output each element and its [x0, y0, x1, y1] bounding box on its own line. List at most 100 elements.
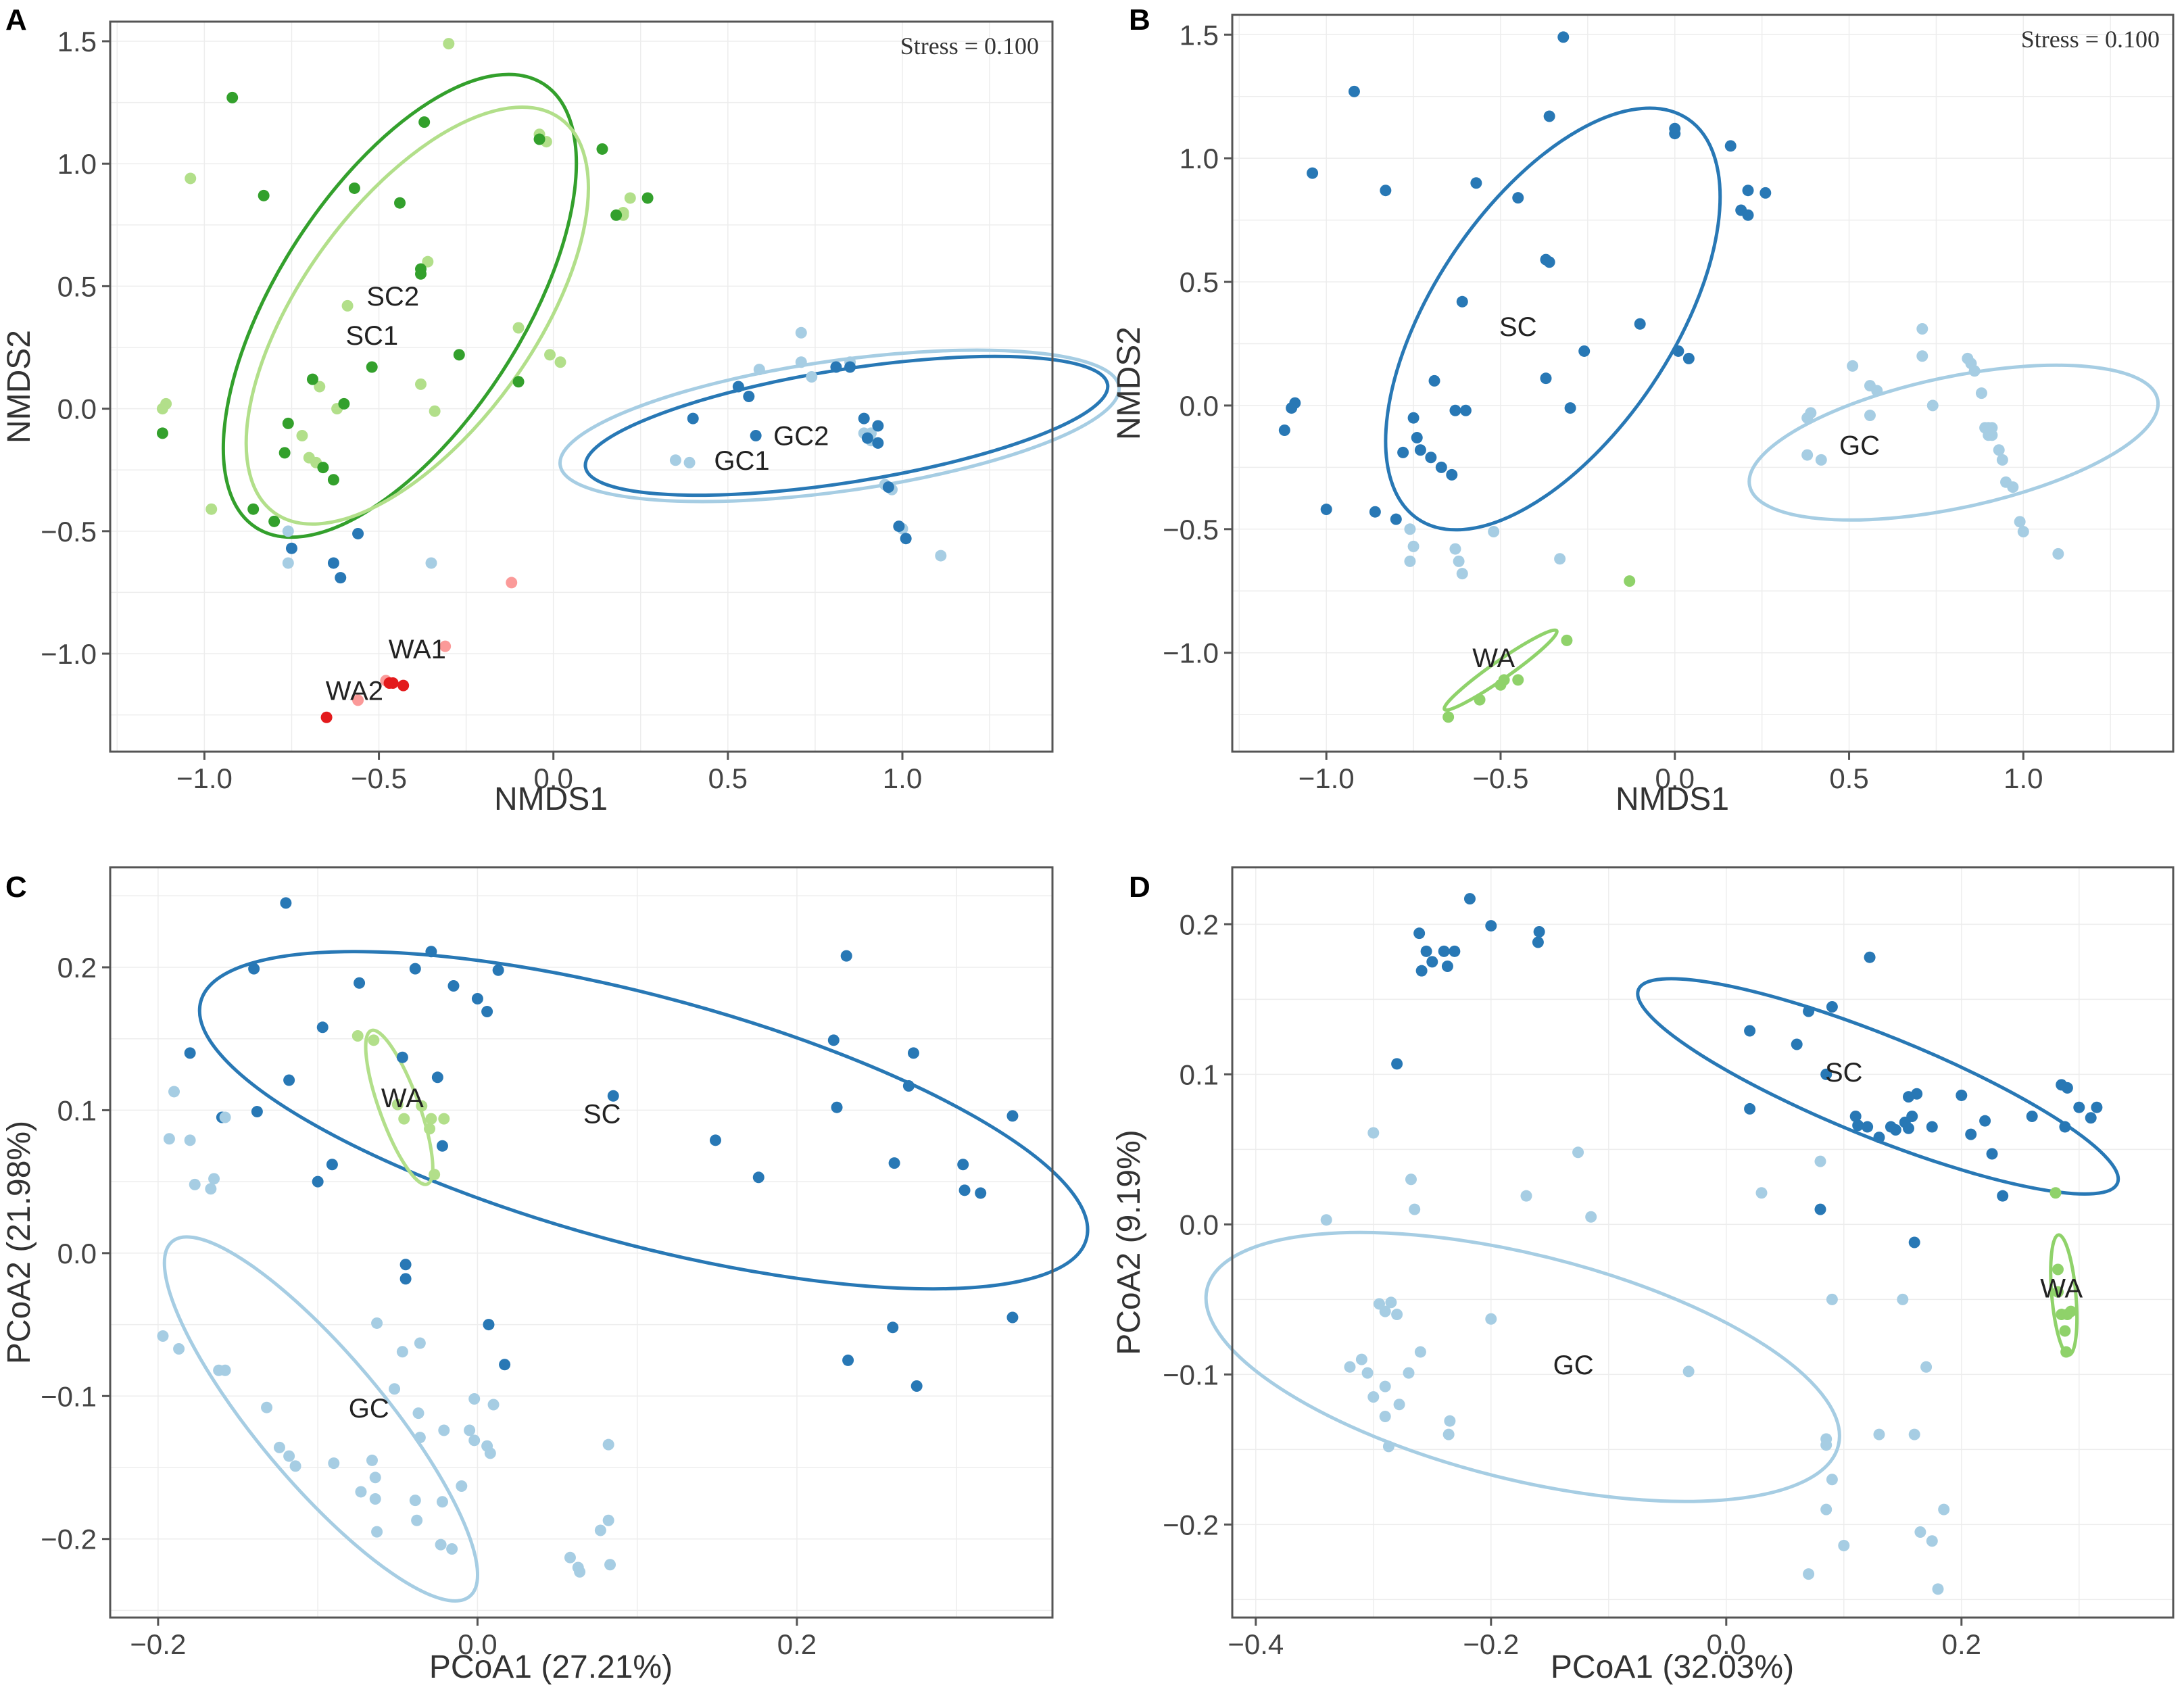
data-point — [911, 1380, 923, 1392]
x-tick-label: 0.5 — [1829, 762, 1868, 794]
data-point — [468, 1434, 481, 1447]
panel-letter: A — [5, 3, 27, 37]
data-point — [975, 1187, 987, 1199]
group-label: SC1 — [345, 321, 398, 351]
data-point — [1585, 1211, 1597, 1223]
data-point — [1533, 925, 1545, 938]
data-point — [387, 677, 399, 689]
data-point — [282, 525, 294, 537]
data-point — [1407, 540, 1419, 552]
data-point — [564, 1551, 576, 1563]
data-point — [1348, 85, 1360, 97]
data-point — [328, 1457, 340, 1470]
data-point — [258, 189, 270, 201]
data-point — [1968, 365, 1981, 377]
data-point — [596, 143, 608, 155]
gridlines — [110, 867, 1052, 1618]
data-point — [412, 1407, 424, 1420]
data-point — [1911, 1088, 1923, 1100]
panel-letter: B — [1129, 3, 1150, 37]
data-point — [1367, 1127, 1380, 1139]
data-point — [1742, 185, 1754, 197]
data-point — [296, 429, 308, 441]
data-point — [1871, 385, 1883, 397]
data-point — [306, 373, 318, 385]
data-point — [683, 456, 696, 468]
data-point — [512, 322, 525, 334]
series-gc — [1404, 323, 2064, 580]
data-point — [533, 133, 545, 145]
data-point — [1847, 360, 1859, 372]
x-axis-title: PCoA1 (32.03%) — [1551, 1649, 1794, 1685]
panel-b-nmds-plot: SC GC WA −1.0 −0.5 0.0 0.5 1.0 −1.0 −0.5 0.0 0.5 1.0… — [1111, 3, 2175, 817]
series-gc — [157, 1086, 616, 1578]
panel-letter: D — [1129, 871, 1150, 904]
data-point — [1873, 1132, 1885, 1144]
data-point — [351, 1029, 364, 1042]
data-point — [492, 964, 504, 976]
data-point — [1820, 1503, 1833, 1515]
data-point — [1449, 543, 1461, 555]
data-point — [157, 1330, 169, 1342]
x-tick-label: 0.0 — [534, 762, 573, 794]
data-point — [1979, 1115, 1991, 1127]
x-tick-label: 0.0 — [1655, 762, 1695, 794]
data-point — [1897, 1293, 1909, 1305]
data-point — [398, 1113, 410, 1125]
data-point — [1369, 506, 1381, 518]
data-point — [326, 1159, 338, 1171]
data-point — [1672, 345, 1684, 357]
data-point — [2085, 1112, 2097, 1124]
group-label: GC1 — [714, 446, 769, 476]
y-tick-label: 0.5 — [1180, 266, 1219, 298]
data-point — [1540, 372, 1552, 385]
data-point — [2007, 481, 2019, 493]
data-point — [1820, 1068, 1833, 1080]
data-point — [415, 268, 427, 280]
data-point — [1278, 424, 1290, 436]
data-point — [1908, 1428, 1920, 1440]
data-point — [484, 1447, 496, 1459]
data-point — [1438, 945, 1450, 957]
x-tick-label: 0.2 — [777, 1628, 817, 1660]
data-point — [957, 1159, 969, 1171]
data-point — [368, 1034, 380, 1046]
data-point — [1926, 399, 1939, 412]
data-point — [226, 91, 239, 103]
y-tick-label: −0.2 — [41, 1524, 97, 1555]
data-point — [317, 462, 329, 474]
data-point — [354, 977, 366, 989]
confidence-ellipse — [244, 105, 590, 526]
data-point — [594, 1524, 606, 1536]
data-point — [499, 1359, 511, 1371]
data-point — [687, 412, 699, 424]
data-point — [414, 1337, 426, 1349]
data-point — [1289, 397, 1301, 409]
data-point — [2014, 516, 2026, 528]
data-point — [468, 1393, 481, 1405]
data-point — [352, 694, 364, 706]
data-point — [1420, 945, 1432, 957]
data-point — [1307, 167, 1319, 179]
data-point — [1435, 461, 1447, 473]
data-point — [487, 1399, 500, 1411]
data-point — [481, 1006, 493, 1018]
data-point — [1557, 31, 1570, 43]
y-tick-label: −0.5 — [1163, 514, 1219, 545]
data-point — [1744, 1025, 1756, 1037]
data-point — [438, 1113, 450, 1125]
data-point — [436, 1140, 448, 1152]
data-point — [205, 503, 218, 515]
data-point — [1391, 1309, 1403, 1321]
data-point — [352, 527, 364, 539]
data-point — [1997, 1190, 2009, 1202]
y-tick-label: 0.5 — [57, 270, 97, 302]
data-point — [1456, 295, 1468, 308]
data-point — [422, 256, 434, 268]
data-point — [1564, 402, 1576, 414]
data-point — [1572, 1146, 1584, 1159]
data-point — [2059, 1121, 2071, 1133]
data-point — [425, 1113, 437, 1125]
data-point — [409, 963, 421, 975]
data-point — [1803, 1568, 1815, 1580]
